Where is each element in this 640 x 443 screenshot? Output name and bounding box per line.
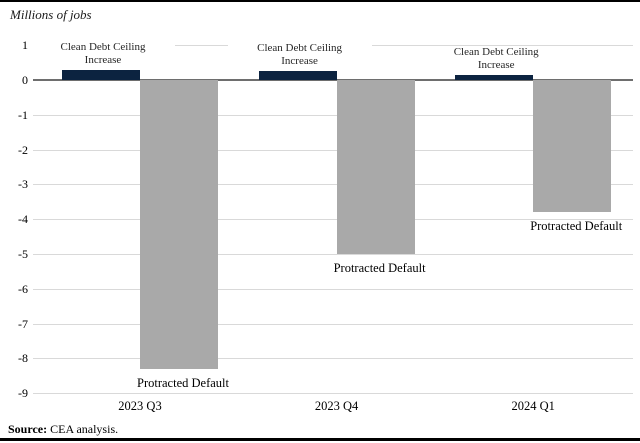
x-axis-category-label: 2024 Q1 (511, 399, 555, 413)
y-axis-tick-label: -5 (18, 247, 28, 261)
gridline (33, 149, 633, 151)
gridline (33, 114, 633, 116)
y-axis-tick-label: 0 (22, 73, 28, 87)
protracted-default-bar-label: Protracted Default (333, 261, 426, 275)
clean-increase-bar-label: Clean Debt Ceiling Increase (424, 45, 569, 72)
clean-increase-bar-label-line: Increase (477, 58, 515, 71)
chart-title: Millions of jobs (10, 7, 92, 22)
clean-increase-bar-label: Clean Debt Ceiling Increase (31, 40, 175, 67)
gridline (33, 323, 633, 325)
bar-clean-debt-ceiling-increase (258, 71, 337, 80)
y-axis-tick-label: -4 (18, 212, 28, 227)
source-label: Source: (8, 422, 48, 436)
y-axis-tick-label: -2 (18, 142, 28, 157)
clean-increase-bar-label-line: Increase (84, 53, 122, 66)
top-border-rule (0, 0, 640, 2)
clean-increase-bar-label-line: Clean Debt Ceiling (257, 42, 343, 55)
gridline (33, 288, 633, 290)
protracted-default-bar-label: Protracted Default (530, 219, 623, 234)
y-axis-tick-label: -9 (18, 386, 28, 401)
x-axis-category-label: 2023 Q4 (314, 399, 359, 413)
gridline (33, 219, 633, 221)
source-note: Source: CEA analysis. (8, 422, 118, 437)
bar-protracted-default (336, 80, 415, 254)
gridline (33, 393, 633, 395)
bar-clean-debt-ceiling-increase (62, 69, 140, 80)
bottom-border-rule (0, 438, 640, 441)
source-text: CEA analysis. (50, 422, 119, 436)
bar-protracted-default (533, 80, 612, 213)
clean-increase-bar-label-line: Increase (281, 55, 318, 68)
protracted-default-bar-label: Protracted Default (137, 375, 229, 390)
x-axis-category-label: 2023 Q3 (118, 399, 162, 413)
y-axis-tick-label: -6 (18, 281, 28, 296)
y-axis-tick-label: 1 (22, 38, 28, 53)
gridline (33, 254, 633, 255)
y-axis-tick-label: -7 (18, 316, 28, 331)
clean-increase-bar-label-line: Clean Debt Ceiling (453, 45, 539, 58)
clean-increase-bar-label-line: Clean Debt Ceiling (60, 40, 146, 53)
bar-protracted-default (140, 80, 218, 369)
gridline (33, 184, 633, 186)
clean-increase-bar-label: Clean Debt Ceiling Increase (227, 42, 372, 69)
y-axis-tick-label: -8 (18, 351, 28, 366)
y-axis-tick-label: -1 (18, 107, 28, 122)
y-axis-tick-label: -3 (18, 177, 28, 192)
bar-clean-debt-ceiling-increase (455, 74, 534, 80)
zero-axis-line (33, 79, 633, 81)
gridline (33, 358, 633, 360)
